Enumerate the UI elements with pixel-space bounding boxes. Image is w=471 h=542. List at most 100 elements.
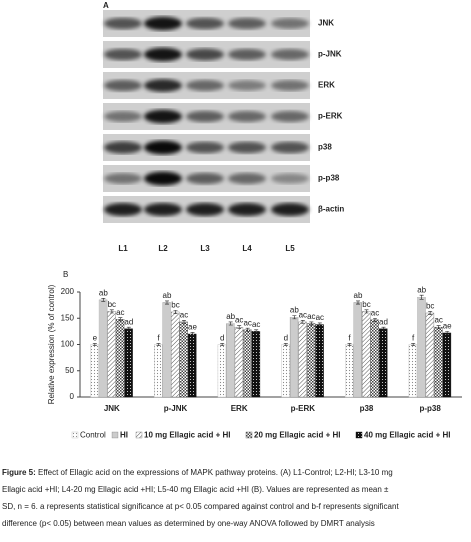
significance-letter: ac — [235, 316, 243, 325]
error-bar — [156, 343, 161, 346]
significance-letter: ab — [417, 285, 426, 294]
significance-letter: ac — [180, 310, 188, 319]
blot-band — [186, 80, 224, 91]
bar — [179, 321, 188, 398]
error-bar — [245, 327, 250, 332]
panel-label: A — [103, 1, 109, 10]
x-tick-label: JNK — [104, 404, 120, 413]
protein-label: p-JNK — [318, 50, 342, 59]
caption-label: Figure 5: — [2, 468, 36, 477]
bar — [425, 312, 435, 398]
y-tick-label: 200 — [61, 287, 75, 296]
bar — [98, 299, 108, 398]
bar — [315, 324, 324, 398]
significance-letter: f — [412, 334, 415, 343]
error-bar — [101, 298, 106, 302]
blot-band — [104, 141, 142, 154]
blot-band — [228, 141, 266, 154]
error-bar — [228, 321, 233, 326]
protein-label: ERK — [318, 81, 335, 90]
blot-band — [144, 109, 182, 124]
blot-band — [186, 17, 224, 30]
x-tick-label: ERK — [231, 404, 248, 413]
significance-letter: ac — [307, 312, 315, 321]
bar — [345, 344, 354, 398]
protein-label: JNK — [318, 19, 334, 28]
blot-band — [144, 16, 182, 31]
error-bar — [254, 329, 259, 334]
blot-band — [186, 202, 224, 217]
significance-letter: ae — [443, 321, 452, 330]
error-bar — [381, 326, 386, 331]
bar — [281, 344, 290, 398]
y-tick-label: 50 — [65, 366, 74, 375]
blot-band — [271, 141, 309, 154]
blot-band — [104, 17, 142, 30]
significance-letter: ad — [379, 317, 388, 326]
bar — [234, 326, 244, 398]
bar — [417, 297, 426, 398]
error-bar — [309, 321, 314, 326]
bar — [298, 321, 307, 398]
significance-letter: e — [93, 334, 98, 343]
error-bar — [436, 325, 441, 330]
blot-band — [271, 49, 309, 60]
blot-band — [186, 110, 224, 123]
blot-band — [271, 18, 309, 29]
blot-band — [228, 48, 266, 61]
blot-band — [144, 79, 182, 92]
bar — [90, 344, 99, 398]
significance-letter: d — [220, 334, 224, 343]
significance-letter: ae — [188, 323, 197, 332]
error-bar — [292, 315, 297, 320]
legend-label: 20 mg Ellagic acid + HI — [254, 431, 340, 440]
significance-letter: f — [157, 334, 160, 343]
lane-label: L2 — [158, 244, 168, 253]
error-bar — [182, 320, 186, 324]
significance-letter: ac — [434, 316, 442, 325]
bar — [289, 317, 299, 398]
bar — [226, 323, 235, 398]
x-tick-label: p-p38 — [419, 404, 441, 413]
bar-chart: B Relative expression (% of control) 0 50 10… — [47, 270, 462, 440]
significance-letter: f — [348, 334, 351, 343]
significance-letter: ab — [354, 291, 363, 300]
significance-letter: ab — [163, 291, 172, 300]
significance-letter: bc — [171, 300, 179, 309]
protein-label: p-ERK — [318, 112, 343, 121]
error-bar — [356, 300, 360, 305]
bar — [188, 333, 197, 398]
significance-letter: ad — [124, 317, 133, 326]
significance-letter: ac — [371, 308, 379, 317]
significance-letter: ab — [226, 312, 235, 321]
protein-label: β-actin — [318, 205, 344, 214]
bar — [434, 326, 443, 398]
error-bar — [165, 300, 169, 305]
blot-band — [144, 171, 182, 186]
bar — [408, 344, 418, 398]
blot-band — [104, 79, 142, 92]
significance-letter: bc — [426, 302, 434, 311]
significance-letter: ac — [243, 318, 251, 327]
significance-letter: d — [284, 334, 288, 343]
blot-band — [228, 202, 266, 217]
blot-band — [228, 80, 266, 91]
blot-band — [144, 47, 182, 62]
bar — [251, 331, 261, 398]
bar — [217, 344, 227, 398]
legend-label: 10 mg Ellagic acid + HI — [144, 431, 230, 440]
bar — [362, 311, 371, 398]
y-tick-label: 100 — [61, 340, 75, 349]
bar — [115, 319, 125, 398]
bar — [162, 302, 171, 398]
y-axis-label: Relative expression (% of control) — [47, 284, 56, 404]
error-bar — [126, 326, 131, 331]
blot-band — [271, 80, 309, 91]
panel-label: B — [63, 270, 68, 279]
bar — [353, 302, 362, 398]
lane-label: L5 — [285, 244, 295, 253]
protein-label: p38 — [318, 143, 332, 152]
significance-letter: bc — [362, 300, 370, 309]
legend-swatch — [71, 431, 79, 439]
